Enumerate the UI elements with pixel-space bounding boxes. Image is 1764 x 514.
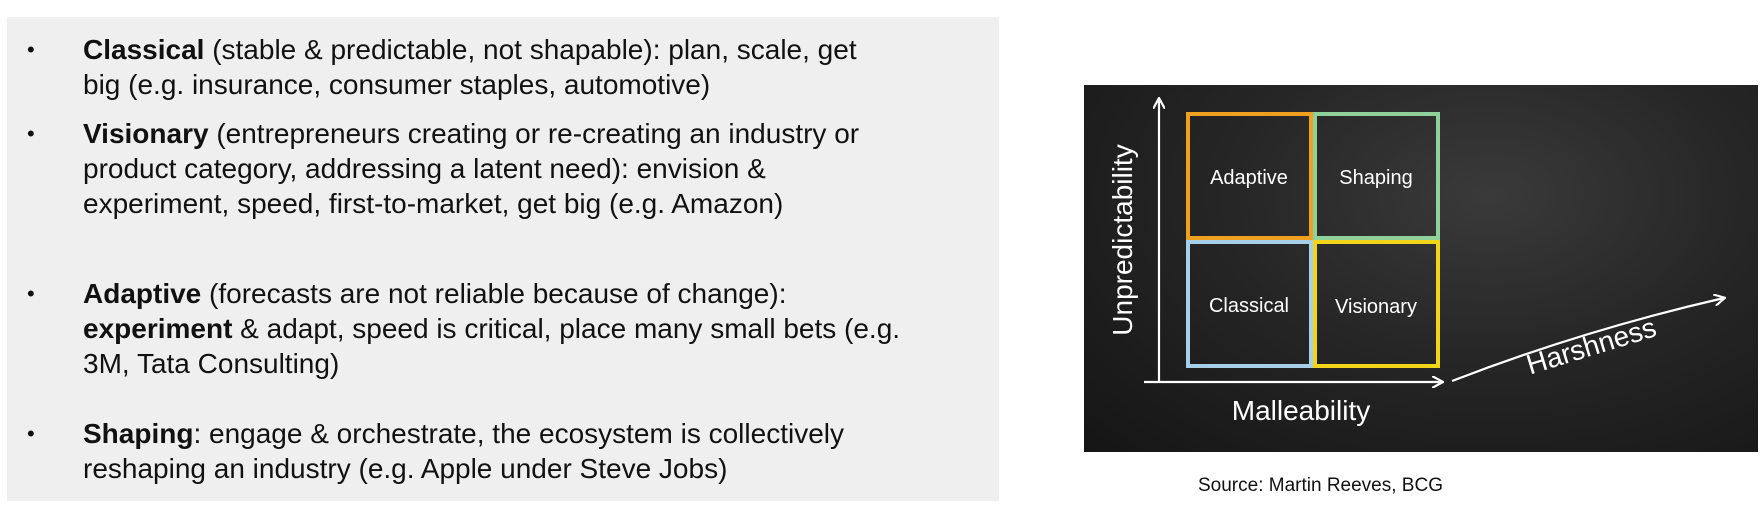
bullet-line: 3M, Tata Consulting): [83, 348, 340, 379]
strategy-matrix-diagram: Adaptive Shaping Classical Visionary Unp…: [1084, 85, 1758, 452]
bullet-symbol: •: [27, 37, 35, 62]
bullet-line: reshaping an industry (e.g. Apple under …: [83, 453, 728, 484]
bullet-line: Shaping: engage & orchestrate, the ecosy…: [83, 416, 983, 451]
bullet-text: Shaping: engage & orchestrate, the ecosy…: [83, 416, 983, 486]
bullet-title: Classical: [83, 34, 205, 65]
bullet-text: Adaptive (forecasts are not reliable bec…: [83, 276, 983, 381]
bullet-line: product category, addressing a latent ne…: [83, 153, 766, 184]
bullet-text: Classical (stable & predictable, not sha…: [83, 32, 983, 102]
quadrant-shaping-label: Shaping: [1339, 167, 1412, 189]
bullet-emphasis: experiment: [83, 313, 233, 344]
bullet-line-rest: & adapt, speed is critical, place many s…: [232, 313, 901, 344]
bullet-line: Classical (stable & predictable, not sha…: [83, 32, 983, 67]
bullet-title: Visionary: [83, 118, 209, 149]
bullet-symbol: •: [27, 121, 35, 146]
harshness-axis-arrow: [1451, 298, 1724, 383]
quadrant-visionary-box: [1313, 240, 1440, 368]
y-axis-label: Unpredictability: [1107, 144, 1138, 335]
bullet-line: experiment & adapt, speed is critical, p…: [83, 311, 983, 346]
bullet-panel: • Classical (stable & predictable, not s…: [7, 17, 999, 501]
bullet-line-rest: (entrepreneurs creating or re-creating a…: [208, 118, 860, 149]
bullet-title: Shaping: [83, 418, 194, 449]
harshness-axis-label: Harshness: [1523, 312, 1660, 381]
strategy-matrix-svg: Adaptive Shaping Classical Visionary Unp…: [1107, 85, 1758, 426]
bullet-line-rest: : engage & orchestrate, the ecosystem is…: [193, 418, 844, 449]
bullet-line: Visionary (entrepreneurs creating or re-…: [83, 116, 983, 151]
bullet-line-rest: (forecasts are not reliable because of c…: [201, 278, 787, 309]
quadrant-adaptive-label: Adaptive: [1210, 167, 1288, 189]
x-axis-label: Malleability: [1232, 395, 1371, 426]
bullet-line: experiment, speed, first-to-market, get …: [83, 188, 784, 219]
bullet-line-rest: (stable & predictable, not shapable): pl…: [204, 34, 857, 65]
bullet-title: Adaptive: [83, 278, 202, 309]
bullet-line: big (e.g. insurance, consumer staples, a…: [83, 69, 711, 100]
bullet-line: Adaptive (forecasts are not reliable bec…: [83, 276, 983, 311]
quadrant-classical-label: Classical: [1209, 295, 1289, 317]
bullet-symbol: •: [27, 281, 35, 306]
bullet-symbol: •: [27, 421, 35, 446]
quadrant-shaping-box: [1313, 112, 1440, 240]
quadrant-adaptive-box: [1186, 112, 1313, 240]
source-caption: Source: Martin Reeves, BCG: [1198, 475, 1443, 496]
bullet-text: Visionary (entrepreneurs creating or re-…: [83, 116, 983, 221]
quadrant-classical-box: [1186, 240, 1313, 368]
quadrant-visionary-label: Visionary: [1335, 296, 1417, 318]
